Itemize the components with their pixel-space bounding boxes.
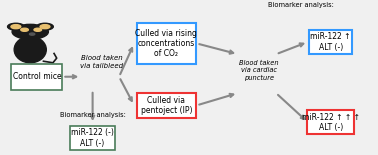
- Text: Blood taken
via cardiac
puncture: Blood taken via cardiac puncture: [239, 60, 279, 81]
- Circle shape: [40, 25, 50, 29]
- Text: Biomarker analysis:: Biomarker analysis:: [268, 2, 333, 8]
- Circle shape: [34, 28, 42, 31]
- FancyBboxPatch shape: [309, 30, 352, 54]
- FancyBboxPatch shape: [137, 23, 196, 64]
- Ellipse shape: [27, 32, 37, 35]
- Circle shape: [12, 24, 48, 39]
- Text: Culled via
pentoject (IP): Culled via pentoject (IP): [141, 96, 192, 115]
- FancyBboxPatch shape: [70, 126, 115, 150]
- Text: Blood taken
via tailbleed: Blood taken via tailbleed: [81, 55, 124, 69]
- Text: miR-122 (-)
ALT (-): miR-122 (-) ALT (-): [71, 128, 114, 148]
- Circle shape: [21, 28, 28, 31]
- Text: miR-122 ↑
ALT (-): miR-122 ↑ ALT (-): [310, 32, 351, 52]
- Text: Control mice: Control mice: [12, 72, 61, 81]
- FancyBboxPatch shape: [307, 110, 355, 134]
- Circle shape: [8, 23, 24, 30]
- Circle shape: [11, 25, 21, 29]
- FancyBboxPatch shape: [11, 64, 62, 90]
- Circle shape: [37, 23, 53, 30]
- Text: Biomarker analysis:: Biomarker analysis:: [60, 113, 125, 118]
- Ellipse shape: [14, 36, 46, 63]
- FancyBboxPatch shape: [137, 93, 196, 118]
- Text: miR-122 ↑ ↑ ↑
ALT (-): miR-122 ↑ ↑ ↑ ALT (-): [302, 113, 360, 132]
- Circle shape: [29, 33, 35, 35]
- Text: Culled via rising
concentrations
of CO₂: Culled via rising concentrations of CO₂: [135, 29, 197, 58]
